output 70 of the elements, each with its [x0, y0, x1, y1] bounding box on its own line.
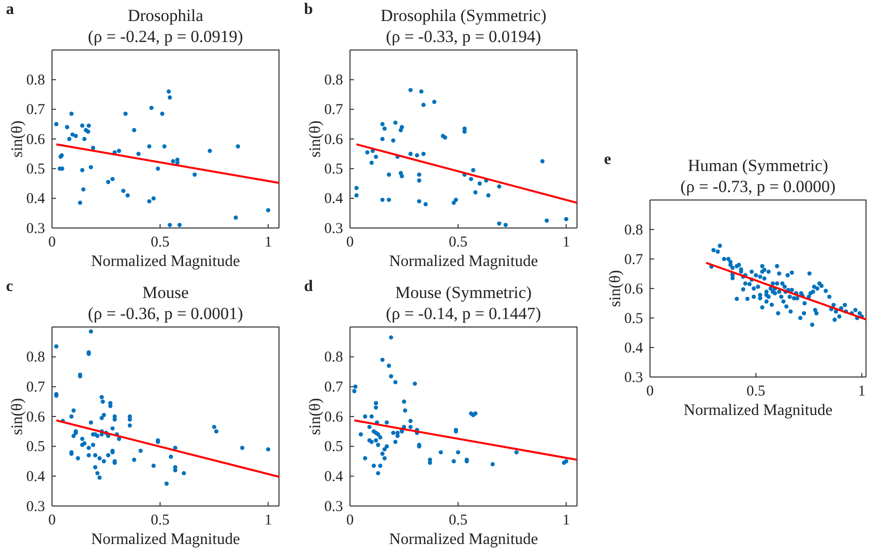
y-tick-label: 0.6 — [26, 132, 46, 148]
y-tick-label: 0.8 — [624, 222, 643, 238]
x-axis-title: Normalized Magnitude — [389, 531, 538, 548]
y-tick-label: 0.8 — [324, 72, 343, 88]
y-tick-label: 0.3 — [324, 220, 343, 237]
y-tick-label: 0.5 — [324, 161, 343, 178]
chart-title: Human (Symmetric) — [688, 156, 828, 175]
x-tick-label: 1 — [562, 234, 570, 251]
x-tick-label: 0 — [346, 234, 354, 251]
x-tick-label: 1 — [858, 384, 866, 400]
y-tick-label: 0.6 — [324, 409, 344, 426]
y-tick-label: 0.4 — [624, 340, 644, 356]
text: a — [6, 1, 14, 18]
y-tick-label: 0.5 — [26, 161, 45, 178]
chart-subtitle: (ρ = -0.73, p = 0.0000) — [680, 177, 836, 196]
x-tick-label: 0.5 — [746, 384, 766, 400]
y-axis-title: sin(θ) — [9, 120, 26, 158]
x-tick-label: 0 — [48, 234, 56, 251]
chart-title: Drosophila — [128, 6, 204, 25]
chart-subtitle: (ρ = -0.33, p = 0.0194) — [386, 27, 542, 46]
x-tick-label: 1 — [562, 512, 570, 529]
y-axis-title: sin(θ) — [607, 270, 624, 307]
x-axis-title: Normalized Magnitude — [91, 253, 240, 270]
y-tick-label: 0.6 — [324, 132, 344, 148]
y-tick-label: 0.8 — [26, 72, 45, 88]
y-tick-label: 0.4 — [26, 191, 46, 208]
text: b — [304, 1, 313, 18]
y-tick-label: 0.3 — [324, 498, 343, 515]
y-tick-label: 0.4 — [26, 468, 46, 485]
x-tick-label: 0 — [646, 384, 654, 400]
x-axis-title: Normalized Magnitude — [684, 402, 832, 419]
y-tick-label: 0.6 — [624, 281, 644, 298]
y-axis-title: sin(θ) — [9, 398, 26, 435]
chart-subtitle: (ρ = -0.36, p = 0.0001) — [88, 304, 244, 323]
x-tick-label: 0.5 — [150, 512, 170, 529]
text: d — [304, 278, 313, 295]
chart-subtitle: (ρ = -0.24, p = 0.0919) — [88, 27, 244, 46]
y-tick-label: 0.7 — [324, 102, 344, 118]
y-axis-title: sin(θ) — [307, 120, 324, 158]
y-tick-label: 0.7 — [26, 102, 46, 118]
y-tick-label: 0.6 — [26, 409, 46, 426]
y-tick-label: 0.4 — [324, 191, 344, 208]
y-tick-label: 0.5 — [324, 439, 343, 456]
y-tick-label: 0.5 — [26, 439, 45, 456]
x-tick-label: 1 — [264, 512, 272, 529]
x-tick-label: 0.5 — [150, 234, 170, 251]
y-tick-label: 0.3 — [26, 220, 45, 237]
text: e — [604, 151, 612, 168]
y-tick-label: 0.7 — [324, 379, 344, 396]
chart-title: Mouse (Symmetric) — [395, 283, 532, 302]
chart-title: Mouse — [142, 283, 189, 302]
y-tick-label: 0.4 — [324, 468, 344, 485]
x-tick-label: 1 — [264, 234, 272, 251]
y-tick-label: 0.3 — [26, 498, 45, 515]
y-tick-label: 0.7 — [624, 252, 644, 268]
y-tick-label: 0.7 — [26, 379, 46, 396]
x-axis-title: Normalized Magnitude — [91, 531, 240, 548]
x-tick-label: 0 — [346, 512, 354, 529]
y-tick-label: 0.8 — [324, 350, 343, 366]
text: c — [6, 278, 14, 295]
y-tick-label: 0.5 — [624, 310, 643, 327]
x-axis-title: Normalized Magnitude — [389, 253, 538, 270]
y-tick-label: 0.3 — [624, 370, 643, 386]
chart-title: Drosophila (Symmetric) — [380, 6, 546, 25]
y-tick-label: 0.8 — [26, 350, 45, 366]
y-axis-title: sin(θ) — [307, 398, 324, 435]
chart-subtitle: (ρ = -0.14, p = 0.1447) — [386, 304, 542, 323]
x-tick-label: 0 — [48, 512, 56, 529]
x-tick-label: 0.5 — [448, 512, 468, 529]
x-tick-label: 0.5 — [448, 234, 468, 251]
